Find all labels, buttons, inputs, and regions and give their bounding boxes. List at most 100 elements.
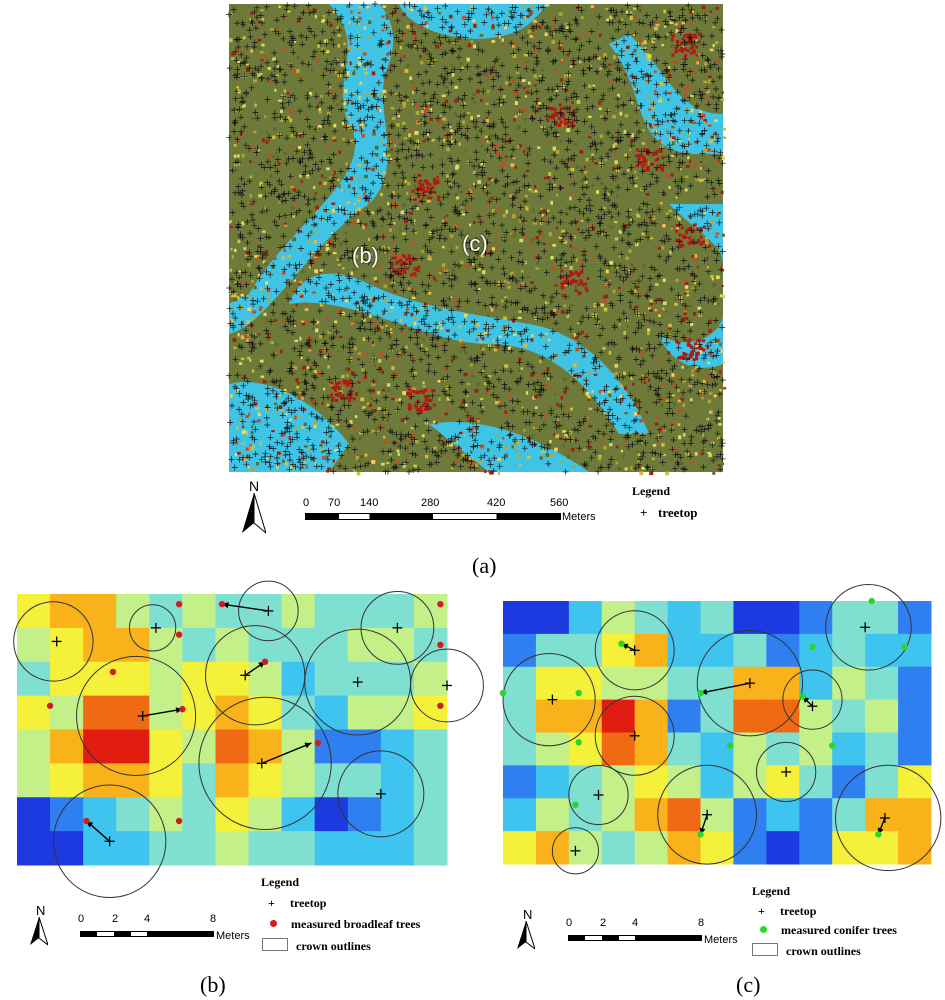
canopy-pixel <box>321 401 324 406</box>
raster-cell <box>17 797 51 832</box>
canopy-pixel <box>585 288 589 292</box>
canopy-pixel <box>687 241 691 245</box>
canopy-pixel <box>552 32 556 37</box>
canopy-pixel <box>543 413 547 418</box>
canopy-pixel <box>341 189 344 192</box>
canopy-pixel <box>552 308 556 313</box>
canopy-pixel <box>381 15 385 19</box>
canopy-gap <box>669 204 723 264</box>
canopy-pixel <box>308 266 311 269</box>
canopy-pixel <box>677 423 681 427</box>
canopy-pixel <box>637 290 642 294</box>
canopy-pixel <box>525 236 529 240</box>
canopy-pixel <box>435 421 438 425</box>
canopy-pixel <box>358 6 362 9</box>
canopy-pixel <box>675 239 679 243</box>
canopy-pixel <box>439 322 443 326</box>
canopy-pixel <box>487 313 490 318</box>
canopy-pixel <box>571 447 575 452</box>
canopy-pixel <box>547 140 551 144</box>
canopy-pixel <box>658 359 662 363</box>
canopy-pixel <box>357 198 360 203</box>
raster-cell <box>568 765 603 799</box>
canopy-pixel <box>609 260 614 265</box>
canopy-pixel <box>716 416 721 420</box>
canopy-pixel <box>337 350 340 353</box>
canopy-pixel <box>600 323 604 326</box>
canopy-pixel <box>335 382 339 386</box>
raster-cell <box>733 699 767 733</box>
canopy-pixel <box>353 210 357 214</box>
canopy-pixel <box>491 40 496 43</box>
canopy-pixel <box>554 121 558 125</box>
canopy-pixel <box>568 182 572 186</box>
canopy-pixel <box>450 233 454 238</box>
canopy-pixel <box>359 432 363 435</box>
canopy-pixel <box>289 118 292 123</box>
canopy-pixel <box>543 215 546 219</box>
canopy-pixel <box>643 148 647 152</box>
canopy-pixel <box>448 125 453 128</box>
crown-outline <box>756 741 817 803</box>
crown-outline <box>594 695 675 776</box>
canopy-pixel <box>356 358 361 361</box>
canopy-pixel <box>314 462 317 466</box>
canopy-pixel <box>315 205 320 210</box>
canopy-pixel <box>507 346 512 350</box>
canopy-pixel <box>561 112 565 116</box>
canopy-pixel <box>560 269 564 273</box>
canopy-pixel <box>371 341 375 345</box>
canopy-pixel <box>248 446 252 450</box>
raster-cell <box>17 661 51 697</box>
canopy-pixel <box>481 336 485 341</box>
canopy-pixel <box>329 85 332 89</box>
canopy-pixel <box>268 333 271 338</box>
canopy-pixel <box>709 139 713 144</box>
canopy-pixel <box>280 109 284 113</box>
canopy-pixel <box>417 181 421 185</box>
canopy-pixel <box>424 397 428 401</box>
canopy-pixel <box>257 20 262 24</box>
canopy-pixel <box>233 346 237 350</box>
measured-tree <box>799 693 806 700</box>
canopy-pixel <box>566 411 570 414</box>
canopy-pixel <box>570 191 574 194</box>
canopy-pixel <box>641 164 645 168</box>
canopy-pixel <box>329 345 332 349</box>
canopy-pixel <box>459 229 464 234</box>
canopy-pixel <box>338 335 343 339</box>
canopy-pixel <box>512 319 515 323</box>
canopy-pixel <box>638 162 642 166</box>
canopy-pixel <box>698 313 703 317</box>
canopy-pixel <box>331 386 335 390</box>
crown-outline <box>696 630 804 737</box>
canopy-pixel <box>409 273 413 277</box>
canopy-pixel <box>324 39 328 44</box>
canopy-pixel <box>642 312 646 315</box>
canopy-pixel <box>450 64 454 68</box>
canopy-pixel <box>616 93 620 98</box>
canopy-pixel <box>575 279 579 283</box>
canopy-pixel <box>385 42 390 45</box>
canopy-pixel <box>665 32 669 37</box>
canopy-pixel <box>431 138 435 142</box>
canopy-pixel <box>354 202 357 206</box>
canopy-pixel <box>682 396 685 399</box>
canopy-pixel <box>599 67 602 70</box>
canopy-pixel <box>292 464 296 467</box>
canopy-pixel <box>358 196 362 200</box>
canopy-pixel <box>432 403 436 407</box>
canopy-pixel <box>548 115 552 119</box>
canopy-pixel <box>709 48 714 52</box>
canopy-pixel <box>703 121 706 124</box>
canopy-pixel <box>564 22 568 27</box>
canopy-pixel <box>399 71 402 74</box>
canopy-pixel <box>237 154 240 158</box>
canopy-pixel <box>628 208 633 212</box>
canopy-pixel <box>382 5 386 8</box>
canopy-pixel <box>650 100 655 104</box>
canopy-pixel <box>643 250 646 254</box>
canopy-pixel <box>242 430 247 434</box>
canopy-pixel <box>342 137 345 141</box>
canopy-pixel <box>619 394 624 399</box>
